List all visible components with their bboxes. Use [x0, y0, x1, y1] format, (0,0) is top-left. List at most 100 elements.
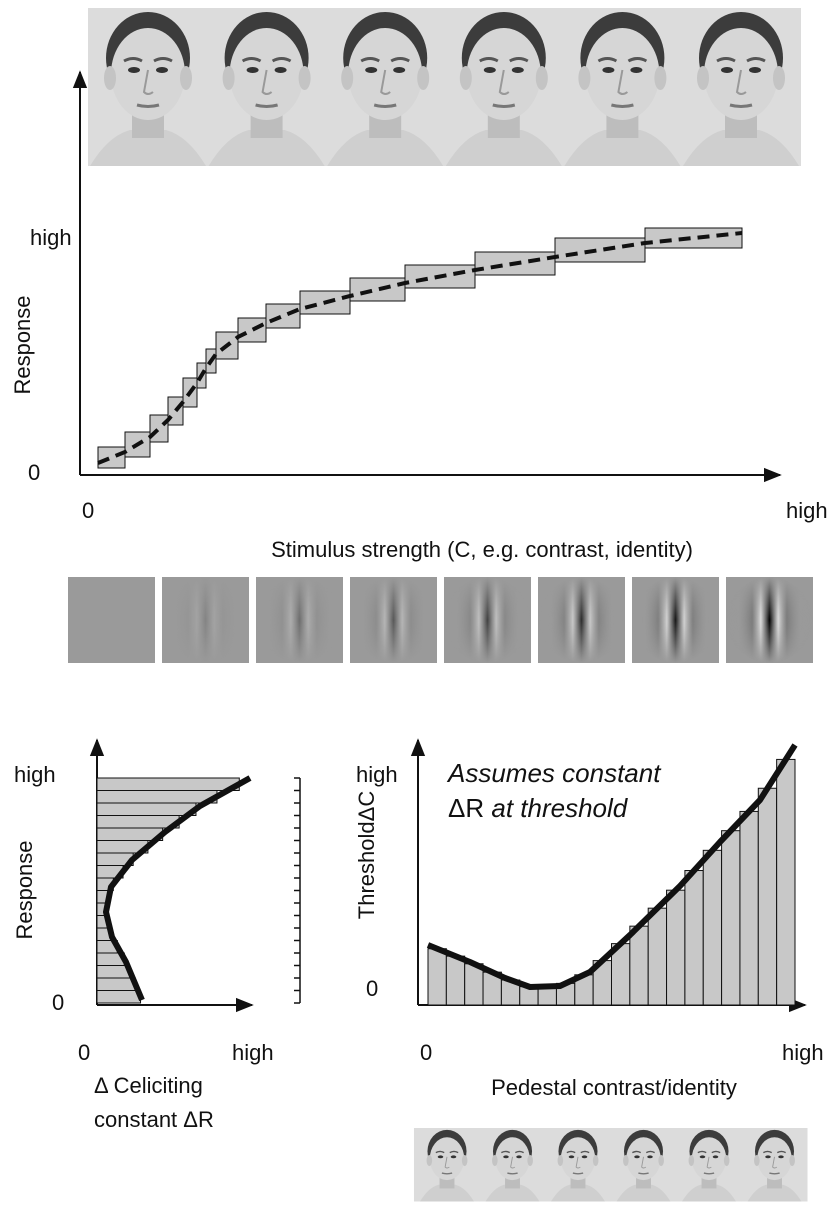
ear — [723, 1154, 730, 1167]
eye — [630, 67, 643, 73]
x-high-label: high — [232, 1040, 274, 1065]
ear — [535, 66, 548, 90]
eye — [778, 1155, 784, 1159]
ear — [697, 66, 709, 90]
eye — [450, 1155, 457, 1159]
eye — [712, 1155, 719, 1159]
mouth — [441, 1172, 453, 1175]
threshold-bar — [739, 810, 759, 1006]
ear — [654, 66, 667, 90]
mouth — [769, 1172, 780, 1175]
face-image — [675, 1128, 743, 1202]
threshold-bar — [757, 787, 778, 1006]
eye — [437, 1155, 444, 1159]
step-box — [149, 414, 169, 443]
eye — [765, 1155, 771, 1159]
brows — [763, 1150, 786, 1154]
ear — [298, 66, 311, 90]
eye — [647, 1155, 653, 1159]
gabor-background — [68, 577, 155, 663]
step-box — [124, 431, 151, 458]
eye — [699, 1155, 706, 1159]
step-box — [265, 303, 301, 329]
y-axis-label: Response — [10, 295, 35, 394]
eye — [393, 67, 406, 73]
brows — [716, 57, 766, 63]
eye — [503, 1155, 509, 1159]
step-box — [167, 396, 184, 426]
threshold-bar — [776, 758, 796, 1006]
y-axis-label: ThresholdΔC — [354, 791, 379, 920]
ear — [461, 1154, 468, 1167]
face-image — [443, 8, 564, 166]
x-zero-label: 0 — [78, 1040, 90, 1065]
shoulders — [90, 130, 206, 166]
y-zero-label: 0 — [52, 990, 64, 1015]
delta-c-curve — [103, 775, 252, 1002]
mouth — [703, 1172, 715, 1175]
ear — [341, 66, 354, 90]
ear — [459, 66, 472, 90]
brows — [566, 1150, 590, 1154]
note: ΔR at threshold — [448, 793, 629, 823]
brows — [360, 57, 410, 63]
x-axis-label: Stimulus strength (C, e.g. contrast, ide… — [271, 537, 693, 562]
brows — [435, 1150, 459, 1154]
face-image — [206, 8, 327, 166]
nose — [617, 69, 629, 95]
step-box — [97, 446, 126, 469]
mouth — [638, 1172, 649, 1175]
shoulders — [683, 130, 799, 166]
ear — [527, 1154, 533, 1167]
gabor-stripes — [726, 577, 813, 663]
y-high-label: high — [356, 762, 398, 787]
response-bar — [96, 777, 240, 791]
mouth — [507, 1172, 518, 1175]
face-image — [479, 1128, 546, 1202]
face-image — [741, 1128, 808, 1202]
gabor-stripes — [632, 577, 719, 663]
shoulders — [682, 1184, 736, 1202]
shoulders — [420, 1184, 474, 1202]
x-high-label: high — [786, 498, 828, 523]
step-box — [554, 237, 646, 263]
shoulders — [616, 1184, 671, 1202]
eye — [365, 67, 378, 73]
face-image — [610, 1128, 677, 1202]
note-text: at threshold — [491, 793, 628, 823]
mouth — [729, 103, 753, 108]
shoulders — [551, 1184, 605, 1202]
nose — [510, 1156, 516, 1169]
mouth — [492, 103, 516, 108]
x-zero-label: 0 — [420, 1040, 432, 1065]
step-box — [349, 277, 406, 302]
threshold-bar — [684, 870, 704, 1006]
nose — [142, 69, 154, 95]
nose — [380, 69, 391, 95]
mouth — [572, 1172, 584, 1175]
brows — [123, 57, 173, 63]
face-image — [88, 8, 208, 166]
x-axis-label: constant ΔR — [94, 1107, 214, 1132]
response-bar — [96, 790, 218, 804]
shoulders — [485, 1184, 540, 1202]
nose — [706, 1156, 712, 1169]
mouth — [136, 103, 160, 108]
note: Assumes constant — [446, 758, 662, 788]
ear — [754, 1154, 760, 1167]
gabor-stripes — [350, 577, 437, 663]
step-box — [644, 227, 743, 249]
nose — [261, 69, 273, 95]
threshold-bar — [629, 925, 649, 1006]
x-axis-label: Pedestal contrast/identity — [491, 1075, 737, 1100]
ear — [426, 1154, 433, 1167]
ear — [417, 66, 430, 90]
gabor-stripes — [444, 577, 531, 663]
ear — [623, 1154, 629, 1167]
response-curve — [97, 231, 743, 465]
face-image — [413, 1128, 481, 1202]
ear — [492, 1154, 498, 1167]
response-bar — [96, 990, 142, 1004]
ear — [688, 1154, 695, 1167]
ear — [222, 66, 235, 90]
